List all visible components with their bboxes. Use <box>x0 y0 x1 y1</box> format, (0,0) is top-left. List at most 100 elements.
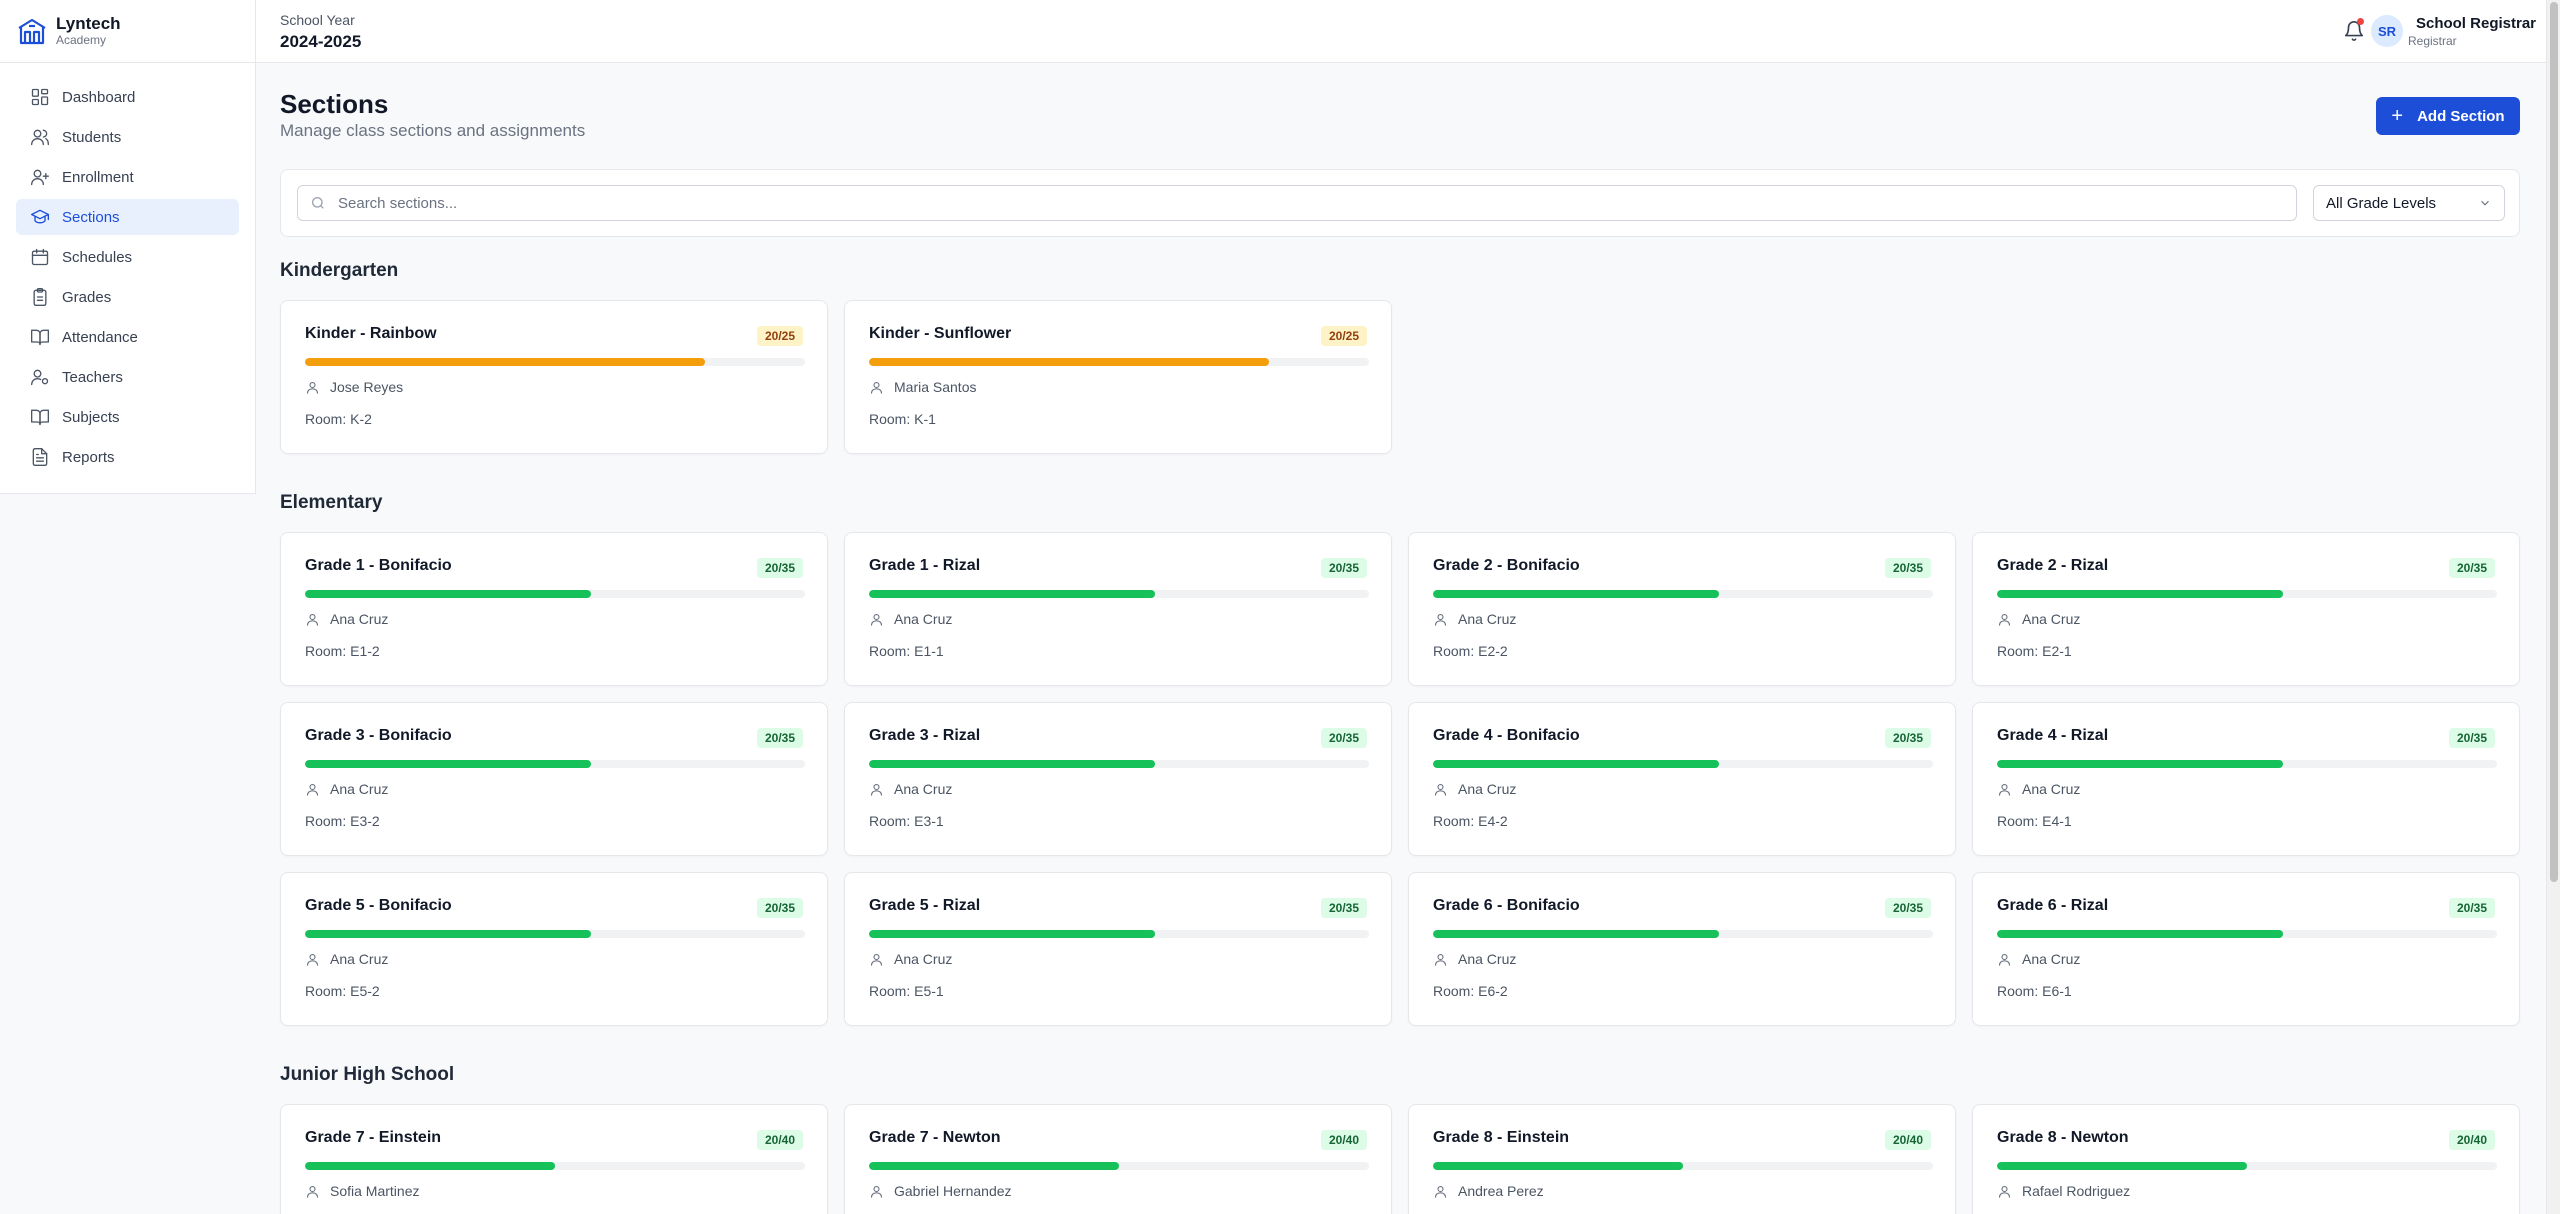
sidebar-item-dashboard[interactable]: Dashboard <box>16 79 239 115</box>
section-card[interactable]: Grade 1 - Bonifacio 20/35 Ana Cruz Room: E1… <box>280 532 828 686</box>
user-name[interactable]: School Registrar <box>2415 15 2536 32</box>
sidebar-item-students[interactable]: Students <box>16 119 239 155</box>
room-label: Room: K-2 <box>305 411 372 427</box>
section-name: Grade 3 - Bonifacio <box>305 727 452 744</box>
section-name: Grade 2 - Bonifacio <box>1433 557 1580 574</box>
section-card[interactable]: Grade 2 - Rizal 20/35 Ana Cruz Room: E2-1 <box>1972 532 2520 686</box>
file-text-icon <box>32 448 48 466</box>
teacher-name: Rafael Rodriguez <box>2022 1183 2131 1199</box>
teacher-name: Ana Cruz <box>1458 611 1517 627</box>
enrollment-badge: 20/35 <box>1884 728 1931 748</box>
group-title: Junior High School <box>280 1064 455 1085</box>
capacity-bar-fill <box>1997 1162 2247 1170</box>
section-card[interactable]: Grade 3 - Bonifacio 20/35 Ana Cruz Room: E3… <box>280 702 828 856</box>
enrollment-badge: 20/35 <box>2448 898 2495 918</box>
section-name: Grade 8 - Newton <box>1997 1129 2129 1146</box>
user-icon <box>870 613 883 626</box>
capacity-bar-fill <box>1997 760 2283 768</box>
teacher-info: Ana Cruz <box>1433 611 1516 627</box>
section-card[interactable]: Grade 5 - Rizal 20/35 Ana Cruz Room: E5-1 <box>844 872 1392 1026</box>
sidebar-item-enrollment[interactable]: Enrollment <box>16 159 239 195</box>
section-card[interactable]: Grade 6 - Bonifacio 20/35 Ana Cruz Room: E6… <box>1408 872 1956 1026</box>
user-icon <box>1434 613 1447 626</box>
book-icon <box>31 409 49 426</box>
capacity-bar <box>1433 1162 1933 1170</box>
page-title: Sections <box>280 89 389 119</box>
sidebar-item-reports[interactable]: Reports <box>16 439 239 475</box>
sidebar-item-schedules[interactable]: Schedules <box>16 239 239 275</box>
section-card[interactable]: Grade 1 - Rizal 20/35 Ana Cruz Room: E1-1 <box>844 532 1392 686</box>
teacher-name: Jose Reyes <box>330 379 404 395</box>
brand-subtitle: Academy <box>56 32 107 47</box>
capacity-bar <box>1433 590 1933 598</box>
section-name: Grade 5 - Rizal <box>869 897 981 914</box>
teacher-info: Ana Cruz <box>305 611 388 627</box>
grade-level-value: All Grade Levels <box>2326 194 2437 212</box>
sidebar-item-subjects[interactable]: Subjects <box>16 399 239 435</box>
user-plus-icon <box>31 169 49 186</box>
book-open-icon <box>31 329 49 346</box>
section-name: Grade 1 - Rizal <box>869 557 981 574</box>
teacher-name: Ana Cruz <box>1458 781 1517 797</box>
section-card[interactable]: Grade 6 - Rizal 20/35 Ana Cruz Room: E6-1 <box>1972 872 2520 1026</box>
capacity-bar-fill <box>305 760 591 768</box>
sidebar-item-sections[interactable]: Sections <box>16 199 239 235</box>
search-input[interactable] <box>338 194 2238 212</box>
teacher-name: Maria Santos <box>894 379 977 395</box>
teacher-info: Ana Cruz <box>1997 951 2080 967</box>
teacher-info: Maria Santos <box>869 379 976 395</box>
scrollbar[interactable] <box>2546 0 2560 1214</box>
scrollbar-thumb[interactable] <box>2550 2 2558 882</box>
capacity-bar-fill <box>1433 1162 1683 1170</box>
section-card[interactable]: Grade 5 - Bonifacio 20/35 Ana Cruz Room: E5… <box>280 872 828 1026</box>
section-card[interactable]: Kinder - Sunflower 20/25 Maria Santos Room:… <box>844 300 1392 454</box>
section-name: Grade 5 - Bonifacio <box>305 897 452 914</box>
brand-name: Lyntech <box>56 14 121 34</box>
sidebar-item-grades[interactable]: Grades <box>16 279 239 315</box>
section-name: Kinder - Sunflower <box>869 325 1012 342</box>
calendar-icon <box>31 248 49 266</box>
room-label: Room: E3-2 <box>305 813 380 829</box>
section-name: Grade 4 - Bonifacio <box>1433 727 1580 744</box>
user-icon <box>1434 783 1447 796</box>
capacity-bar <box>1433 760 1933 768</box>
teacher-name: Ana Cruz <box>2022 611 2081 627</box>
section-name: Grade 6 - Rizal <box>1997 897 2109 914</box>
grade-level-select[interactable]: All Grade Levels <box>2313 185 2505 221</box>
sidebar-item-attendance[interactable]: Attendance <box>16 319 239 355</box>
plus-icon: + <box>2391 105 2404 127</box>
search-box[interactable] <box>297 185 2297 221</box>
sidebar-item-teachers[interactable]: Teachers <box>16 359 239 395</box>
capacity-bar <box>869 1162 1369 1170</box>
room-label: Room: E4-2 <box>1433 813 1508 829</box>
room-label: Room: E5-1 <box>869 983 944 999</box>
section-card[interactable]: Grade 2 - Bonifacio 20/35 Ana Cruz Room: E2… <box>1408 532 1956 686</box>
avatar[interactable]: SR <box>2371 15 2403 47</box>
school-year-label: School Year <box>280 12 355 28</box>
sidebar-item-label: Subjects <box>62 408 120 426</box>
enrollment-badge: 20/35 <box>1884 558 1931 578</box>
user-icon <box>870 783 883 796</box>
bell-icon[interactable] <box>2343 20 2365 42</box>
capacity-bar <box>869 930 1369 938</box>
section-card[interactable]: Grade 3 - Rizal 20/35 Ana Cruz Room: E3-1 <box>844 702 1392 856</box>
section-card[interactable]: Kinder - Rainbow 20/25 Jose Reyes Room: K-2 <box>280 300 828 454</box>
section-name: Grade 6 - Bonifacio <box>1433 897 1580 914</box>
capacity-bar <box>305 760 805 768</box>
add-section-button[interactable]: + Add Section <box>2376 97 2520 135</box>
sidebar: Lyntech Academy Dashboard Students Enrollm… <box>0 0 256 494</box>
user-icon <box>870 953 883 966</box>
user-icon <box>306 1185 319 1198</box>
school-year-value[interactable]: 2024-2025 <box>280 32 362 51</box>
teacher-name: Ana Cruz <box>2022 951 2081 967</box>
brand[interactable]: Lyntech Academy <box>0 0 255 63</box>
teacher-name: Ana Cruz <box>894 951 953 967</box>
section-card[interactable]: Grade 4 - Bonifacio 20/35 Ana Cruz Room: E4… <box>1408 702 1956 856</box>
capacity-bar <box>305 590 805 598</box>
section-card[interactable]: Grade 4 - Rizal 20/35 Ana Cruz Room: E4-1 <box>1972 702 2520 856</box>
